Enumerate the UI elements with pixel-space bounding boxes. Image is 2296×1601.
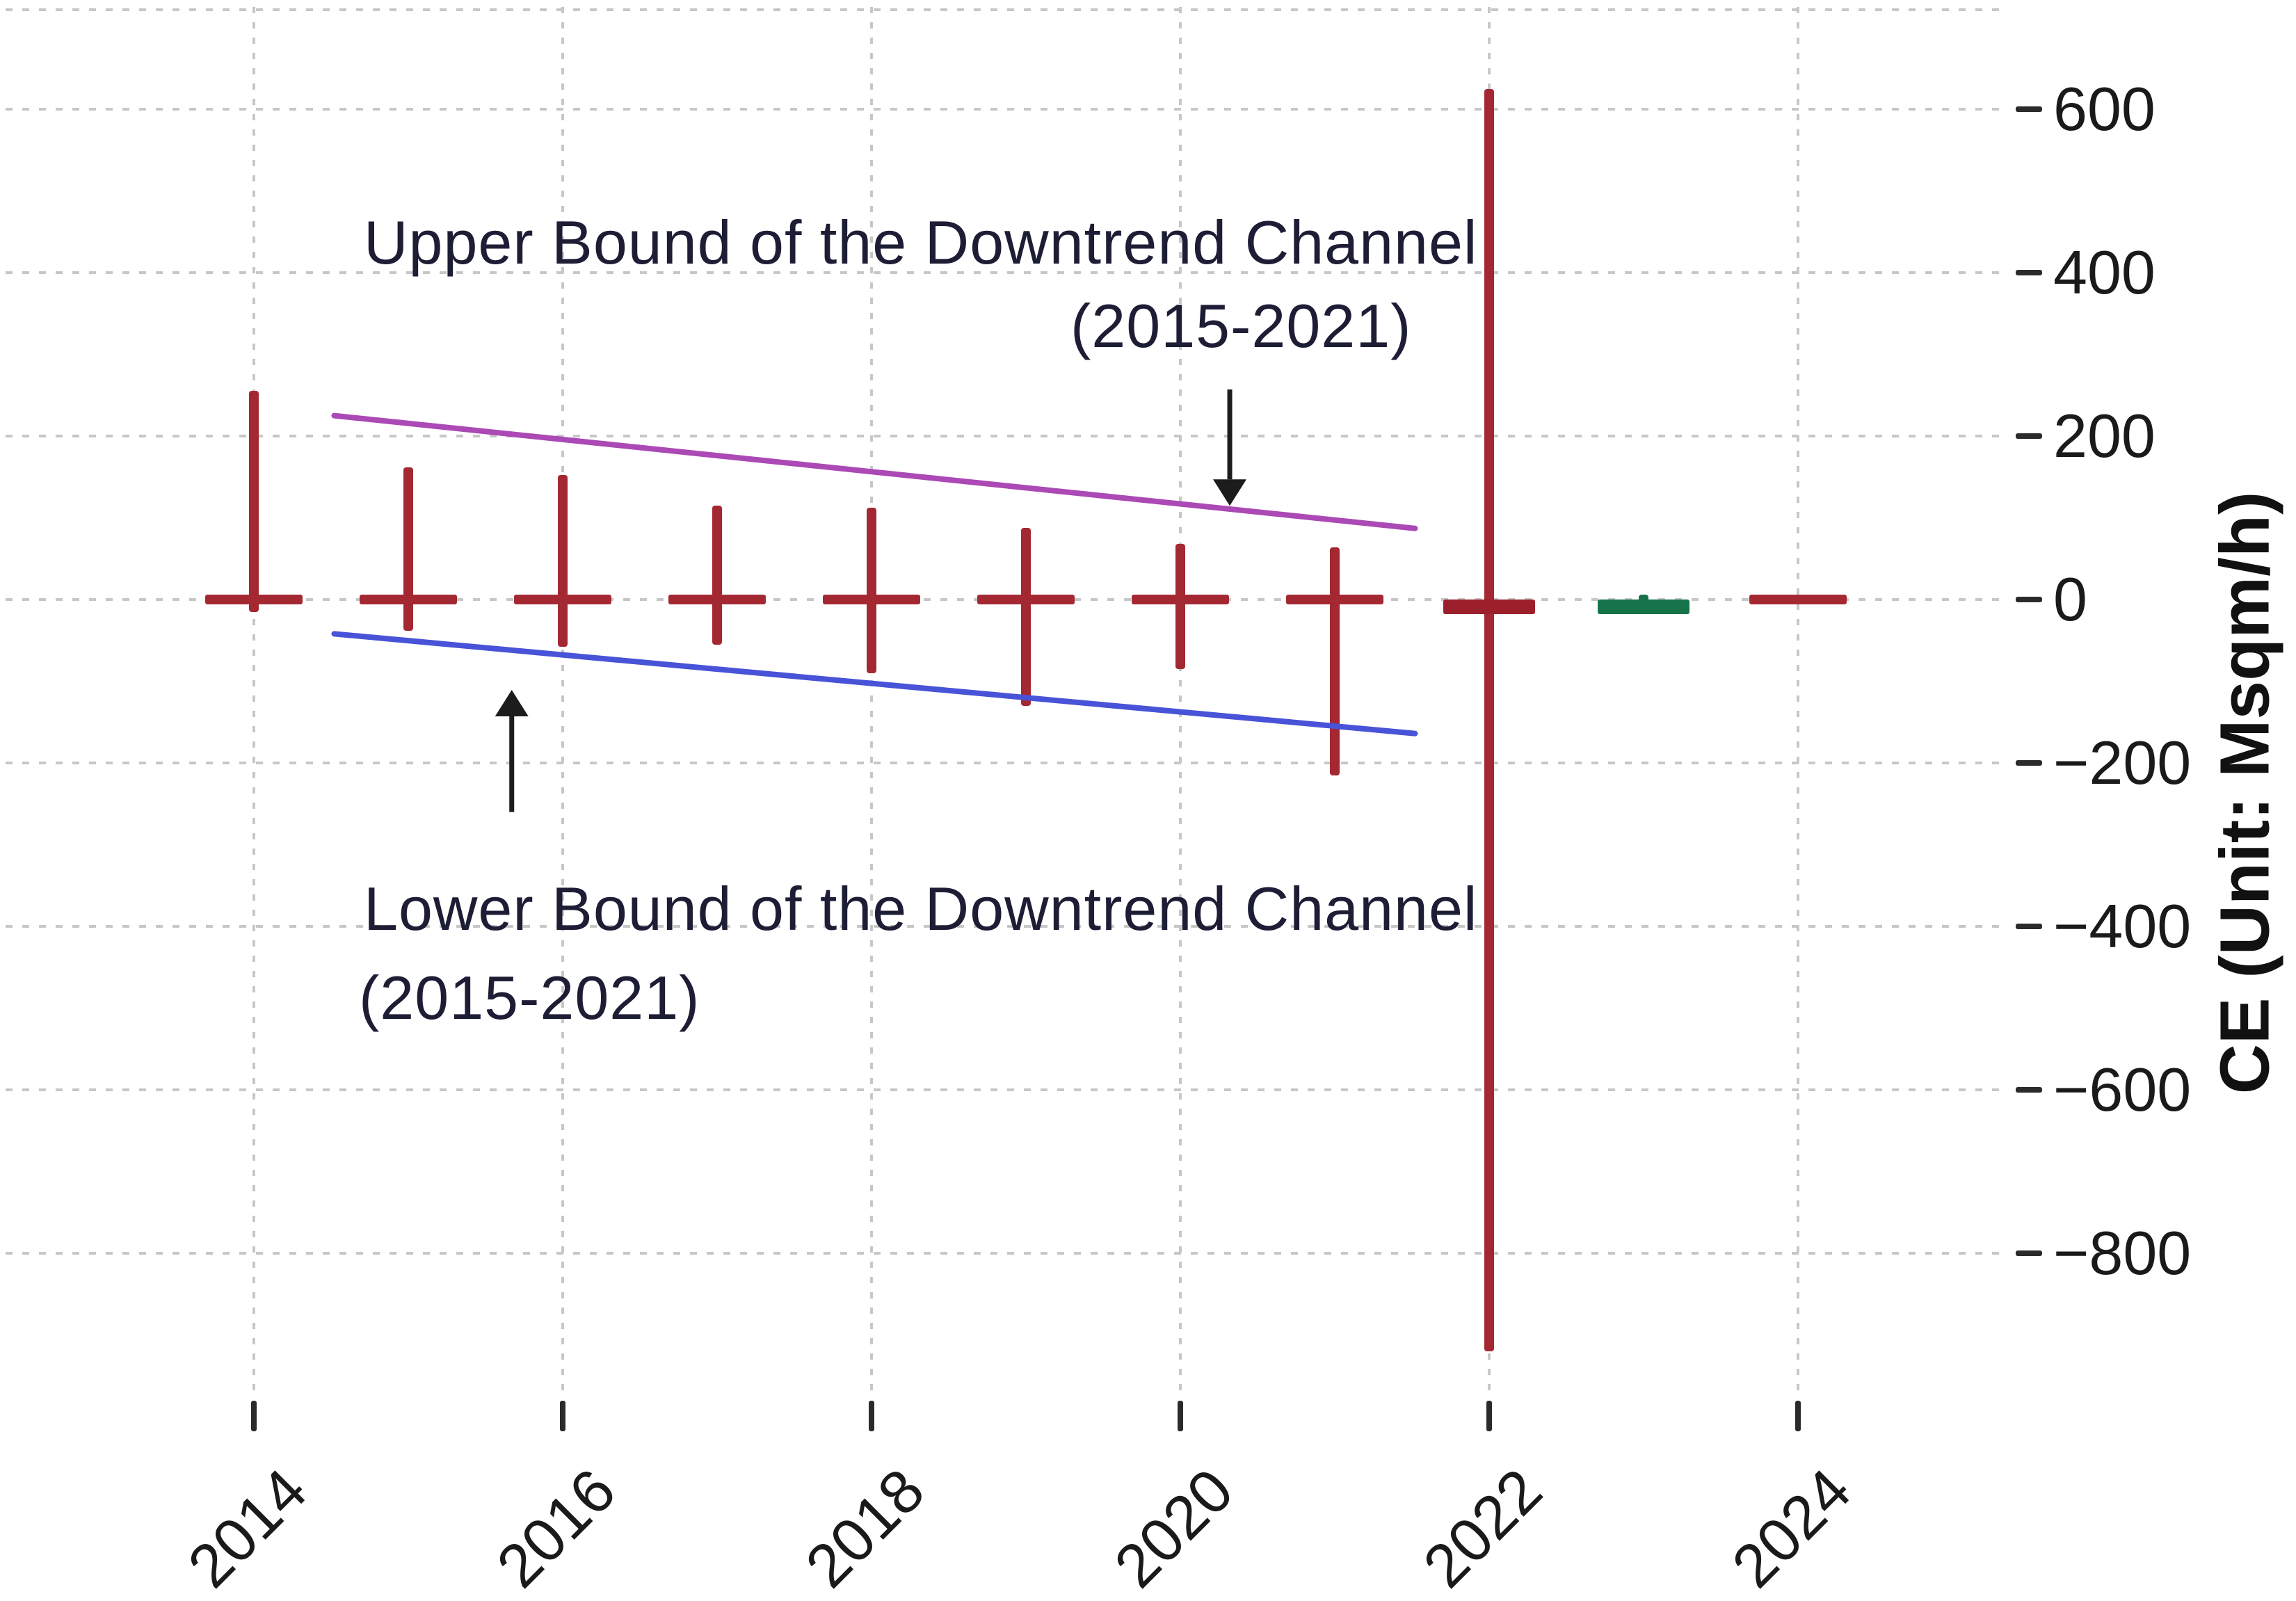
x-tick-label-2020: 2020 <box>1101 1455 1246 1601</box>
y-tick-label-200: 200 <box>2053 401 2155 470</box>
x-tick-label-2024: 2024 <box>1719 1455 1864 1601</box>
horizontal-gridline--400 <box>6 925 2003 928</box>
candle-openclose-dash-2016 <box>514 595 611 604</box>
upper-annotation-arrow-head <box>1213 479 1247 506</box>
horizontal-gridline--800 <box>6 1252 2003 1255</box>
x-tick-2022 <box>1486 1401 1492 1431</box>
candle-wick-2021 <box>1330 547 1340 775</box>
horizontal-gridline-400 <box>6 271 2003 274</box>
candle-openclose-dash-2019 <box>977 595 1075 604</box>
horizontal-gridline--200 <box>6 762 2003 764</box>
x-tick-2016 <box>560 1401 565 1431</box>
y-tick-400 <box>2016 270 2042 275</box>
annotation-upper-bound-years: (2015-2021) <box>1070 291 1412 360</box>
vertical-gridline-2014 <box>252 7 255 1397</box>
candle-openclose-dash-2024 <box>1749 595 1847 604</box>
y-tick--600 <box>2016 1087 2042 1093</box>
candle-wick-2022 <box>1484 88 1494 1351</box>
y-tick-label--200: −200 <box>2053 728 2192 797</box>
candle-wick-2019 <box>1021 527 1031 706</box>
candle-body-2023 <box>1598 600 1689 615</box>
x-tick-2020 <box>1178 1401 1183 1431</box>
y-tick-label-0: 0 <box>2053 565 2087 634</box>
y-tick--800 <box>2016 1250 2042 1256</box>
candle-openclose-dash-2021 <box>1286 595 1383 604</box>
y-tick-label--800: −800 <box>2053 1218 2192 1287</box>
horizontal-gridline-200 <box>6 435 2003 437</box>
x-tick-label-2018: 2018 <box>792 1455 938 1601</box>
annotation-lower-bound-years: (2015-2021) <box>359 963 700 1032</box>
y-tick-label-600: 600 <box>2053 74 2155 143</box>
y-tick--400 <box>2016 924 2042 929</box>
y-axis-title: CE (Unit: Msqm/h) <box>2206 491 2284 1095</box>
horizontal-gridline-600 <box>6 108 2003 111</box>
candle-openclose-dash-2017 <box>668 595 766 604</box>
y-tick-label--400: −400 <box>2053 892 2192 960</box>
plot-top-border <box>6 8 2003 11</box>
y-tick-label-400: 400 <box>2053 238 2155 307</box>
horizontal-gridline--600 <box>6 1088 2003 1091</box>
candle-wick-2017 <box>712 505 722 645</box>
y-tick-200 <box>2016 433 2042 439</box>
candle-body-2022 <box>1443 600 1535 615</box>
annotation-lower-bound-title: Lower Bound of the Downtrend Channel <box>364 874 1478 943</box>
candle-wick-2014 <box>249 391 259 612</box>
x-tick-label-2016: 2016 <box>483 1455 629 1601</box>
candle-openclose-dash-2020 <box>1132 595 1229 604</box>
candle-wick-2015 <box>403 467 413 631</box>
candle-wick-2020 <box>1175 544 1185 669</box>
candle-openclose-dash-2015 <box>360 595 457 604</box>
candle-openclose-dash-2014 <box>205 595 303 604</box>
candle-openclose-dash-2018 <box>823 595 920 604</box>
annotation-upper-bound-title: Upper Bound of the Downtrend Channel <box>364 208 1478 277</box>
x-tick-label-2014: 2014 <box>175 1455 320 1601</box>
lower-annotation-arrow-head <box>495 690 529 717</box>
candle-wick-2016 <box>558 475 568 647</box>
vertical-gridline-2024 <box>1797 7 1799 1397</box>
x-tick-2014 <box>251 1401 257 1431</box>
x-tick-2018 <box>869 1401 874 1431</box>
x-tick-label-2022: 2022 <box>1410 1455 1555 1601</box>
x-tick-2024 <box>1795 1401 1801 1431</box>
y-tick--200 <box>2016 760 2042 766</box>
candle-wick-2018 <box>867 508 876 673</box>
y-tick-0 <box>2016 597 2042 602</box>
y-tick-label--600: −600 <box>2053 1055 2192 1124</box>
y-tick-600 <box>2016 106 2042 112</box>
